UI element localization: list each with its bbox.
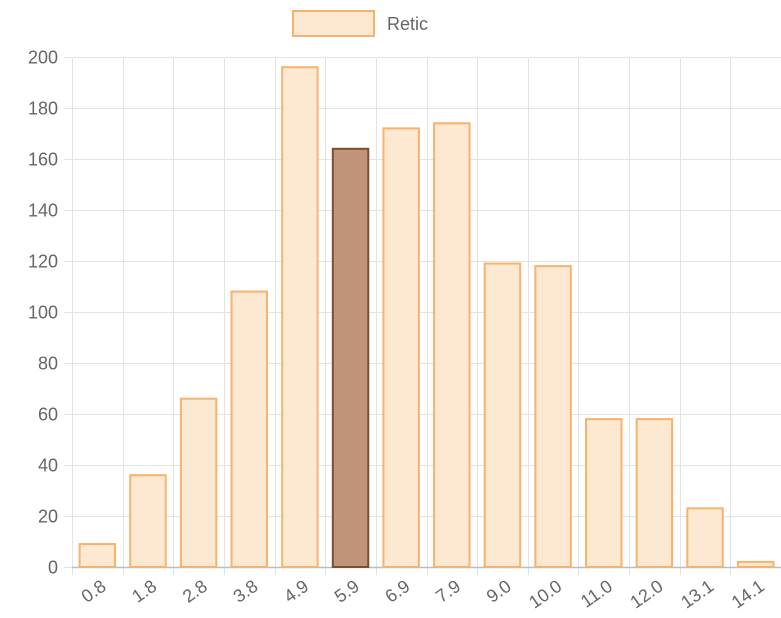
y-tick-label: 40 bbox=[38, 456, 58, 476]
x-tick-label: 11.0 bbox=[577, 576, 616, 612]
bar[interactable] bbox=[382, 127, 420, 568]
y-tick-label: 120 bbox=[28, 252, 58, 272]
bars bbox=[78, 66, 775, 569]
x-tick-label: 2.8 bbox=[179, 576, 211, 607]
x-tick-label: 9.0 bbox=[483, 576, 515, 607]
bar[interactable] bbox=[635, 418, 674, 568]
y-tick-label: 140 bbox=[28, 201, 58, 221]
x-tick-label: 1.8 bbox=[128, 576, 160, 607]
legend-swatch[interactable] bbox=[292, 10, 375, 37]
bar[interactable] bbox=[179, 397, 218, 569]
bar-highlighted[interactable] bbox=[331, 147, 370, 569]
x-tick-label: 4.9 bbox=[280, 576, 312, 607]
x-tick-label: 7.9 bbox=[432, 576, 464, 607]
bar[interactable] bbox=[534, 265, 572, 568]
y-tick-label: 180 bbox=[28, 99, 58, 119]
y-tick-label: 160 bbox=[28, 150, 58, 170]
x-tick-label: 10.0 bbox=[525, 576, 565, 612]
y-tick-label: 100 bbox=[28, 303, 58, 323]
bar[interactable] bbox=[585, 418, 623, 568]
x-tick-label: 0.8 bbox=[78, 576, 110, 607]
y-tick-label: 200 bbox=[28, 48, 58, 68]
bar[interactable] bbox=[433, 122, 471, 569]
bar[interactable] bbox=[230, 290, 268, 568]
bar[interactable] bbox=[281, 66, 319, 568]
x-tick-label: 13.1 bbox=[677, 576, 717, 612]
legend-label[interactable]: Retic bbox=[387, 14, 428, 34]
bar[interactable] bbox=[129, 474, 167, 569]
bar[interactable] bbox=[78, 543, 117, 568]
legend[interactable]: Retic bbox=[292, 10, 428, 37]
grid bbox=[64, 57, 781, 575]
x-tick-label: 12.0 bbox=[627, 576, 667, 612]
y-tick-label: 80 bbox=[38, 354, 58, 374]
y-tick-label: 0 bbox=[48, 558, 58, 578]
x-tick-label: 3.8 bbox=[230, 576, 262, 607]
y-tick-label: 20 bbox=[38, 507, 58, 527]
bar[interactable] bbox=[736, 560, 775, 569]
bar[interactable] bbox=[686, 507, 724, 569]
x-tick-label: 5.9 bbox=[331, 576, 363, 607]
bar[interactable] bbox=[483, 262, 522, 568]
x-tick-label: 14.1 bbox=[728, 576, 768, 612]
x-tick-label: 6.9 bbox=[381, 576, 413, 607]
y-tick-label: 60 bbox=[38, 405, 58, 425]
